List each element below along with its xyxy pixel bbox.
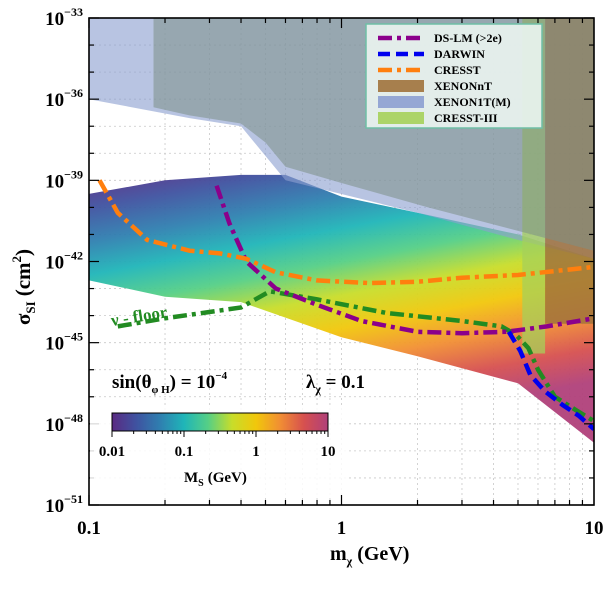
- sin-annotation: sin(θφ H) = 10−4: [112, 370, 228, 396]
- legend-label: CRESST: [434, 63, 481, 77]
- colorbar-title-unit: (GeV): [208, 470, 247, 486]
- colorbar-tick-label: 0.01: [99, 444, 125, 460]
- lambda-annotation-text: λ: [306, 372, 316, 393]
- y-axis-title: σSI (cm2): [9, 249, 38, 325]
- y-axis-title-sub: SI: [23, 301, 38, 313]
- colorbar-gradient: [111, 412, 329, 432]
- sin-annotation-sup: −4: [215, 370, 227, 382]
- x-axis-title-unit: (GeV): [357, 543, 409, 565]
- legend-item: DS-LM (>2e): [378, 31, 502, 45]
- y-axis-title-main: σ: [11, 313, 35, 325]
- y-axis-title-unit: (cm: [11, 262, 35, 296]
- y-tick-label: 10−42: [45, 249, 83, 274]
- nu-floor-curve: [117, 288, 594, 424]
- y-tick-base: 10: [45, 415, 64, 436]
- sin-annotation-close: ) = 10: [170, 372, 216, 393]
- colorbar: 0.01 0.1 1 10 MS (GeV): [90, 405, 348, 495]
- legend-box: [365, 23, 543, 129]
- y-axis-title-unit-close: ): [11, 249, 35, 256]
- lambda-annotation-rest: = 0.1: [321, 372, 365, 393]
- y-tick-base: 10: [45, 90, 64, 111]
- lambda-annotation-sub: χ: [314, 382, 321, 396]
- y-tick-exponent: −39: [64, 167, 83, 181]
- legend-item: XENON1T(M): [378, 95, 511, 109]
- y-tick-base: 10: [45, 9, 64, 30]
- legend-label: DS-LM (>2e): [434, 31, 502, 45]
- colorbar-title-sub: S: [198, 478, 204, 489]
- lambda-annotation: λχ = 0.1: [306, 372, 365, 396]
- scan-region-fill: [89, 174, 594, 443]
- legend-label: CRESST-III: [434, 111, 498, 125]
- y-tick-base: 10: [45, 334, 64, 355]
- legend-label: XENON1T(M): [434, 95, 511, 109]
- x-tick-label: 10: [585, 518, 604, 539]
- y-tick-exponent: −48: [64, 411, 83, 425]
- y-tick-label: 10−33: [45, 5, 83, 30]
- legend-swatch: [378, 112, 424, 124]
- legend-swatch: [378, 80, 424, 92]
- legend: DS-LM (>2e) DARWIN CRESST XENONnT XENON1T(M)…: [365, 23, 543, 129]
- legend-items: DS-LM (>2e) DARWIN CRESST XENONnT XENON1T(M)…: [378, 31, 511, 125]
- colorbar-tick-label: 1: [252, 444, 260, 460]
- y-tick-label: 10−48: [45, 411, 83, 436]
- y-tick-label: 10−51: [45, 492, 83, 517]
- y-tick-base: 10: [45, 253, 64, 274]
- legend-label: DARWIN: [434, 47, 485, 61]
- colorbar-title-main: M: [184, 470, 198, 486]
- axis-ticks: 0.1 1 1010−3310−3610−3910−4210−4510−4810−5…: [45, 5, 603, 539]
- y-tick-exponent: −51: [64, 492, 83, 506]
- scan-region: [89, 174, 594, 443]
- x-tick-label: 1: [337, 518, 347, 539]
- x-axis-title: mχ (GeV): [330, 543, 409, 568]
- y-tick-base: 10: [45, 171, 64, 192]
- colorbar-tick-label: 10: [321, 444, 336, 460]
- legend-item: XENONnT: [378, 79, 492, 93]
- y-axis-title-unit-sup: 2: [9, 256, 24, 263]
- legend-item: DARWIN: [378, 47, 485, 61]
- limit-curves: [97, 179, 594, 431]
- x-axis-title-sub: χ: [346, 554, 353, 568]
- legend-item: CRESST: [378, 63, 481, 77]
- curve-cresst: [97, 179, 594, 286]
- y-tick-exponent: −33: [64, 5, 83, 19]
- y-tick-exponent: −36: [64, 86, 83, 100]
- sin-annotation-sub: φ H: [151, 384, 170, 396]
- y-tick-label: 10−45: [45, 330, 83, 355]
- y-tick-base: 10: [45, 496, 64, 517]
- legend-label: XENONnT: [434, 79, 492, 93]
- x-axis-title-main: m: [330, 543, 347, 565]
- curve-darwin: [506, 330, 594, 431]
- y-tick-exponent: −45: [64, 330, 83, 344]
- colorbar-tick-label: 0.1: [175, 444, 194, 460]
- curve-ds-lm-2e-: [214, 184, 594, 336]
- sin-annotation-text: sin(θ: [112, 372, 152, 393]
- y-tick-exponent: −42: [64, 249, 83, 263]
- x-tick-label: 0.1: [77, 518, 101, 539]
- legend-swatch: [378, 96, 424, 108]
- y-tick-label: 10−36: [45, 86, 83, 111]
- y-tick-label: 10−39: [45, 167, 83, 192]
- colorbar-ticks: 0.01 0.1 1 10: [99, 431, 336, 460]
- legend-item: CRESST-III: [378, 111, 498, 125]
- colorbar-title: MS (GeV): [184, 470, 247, 489]
